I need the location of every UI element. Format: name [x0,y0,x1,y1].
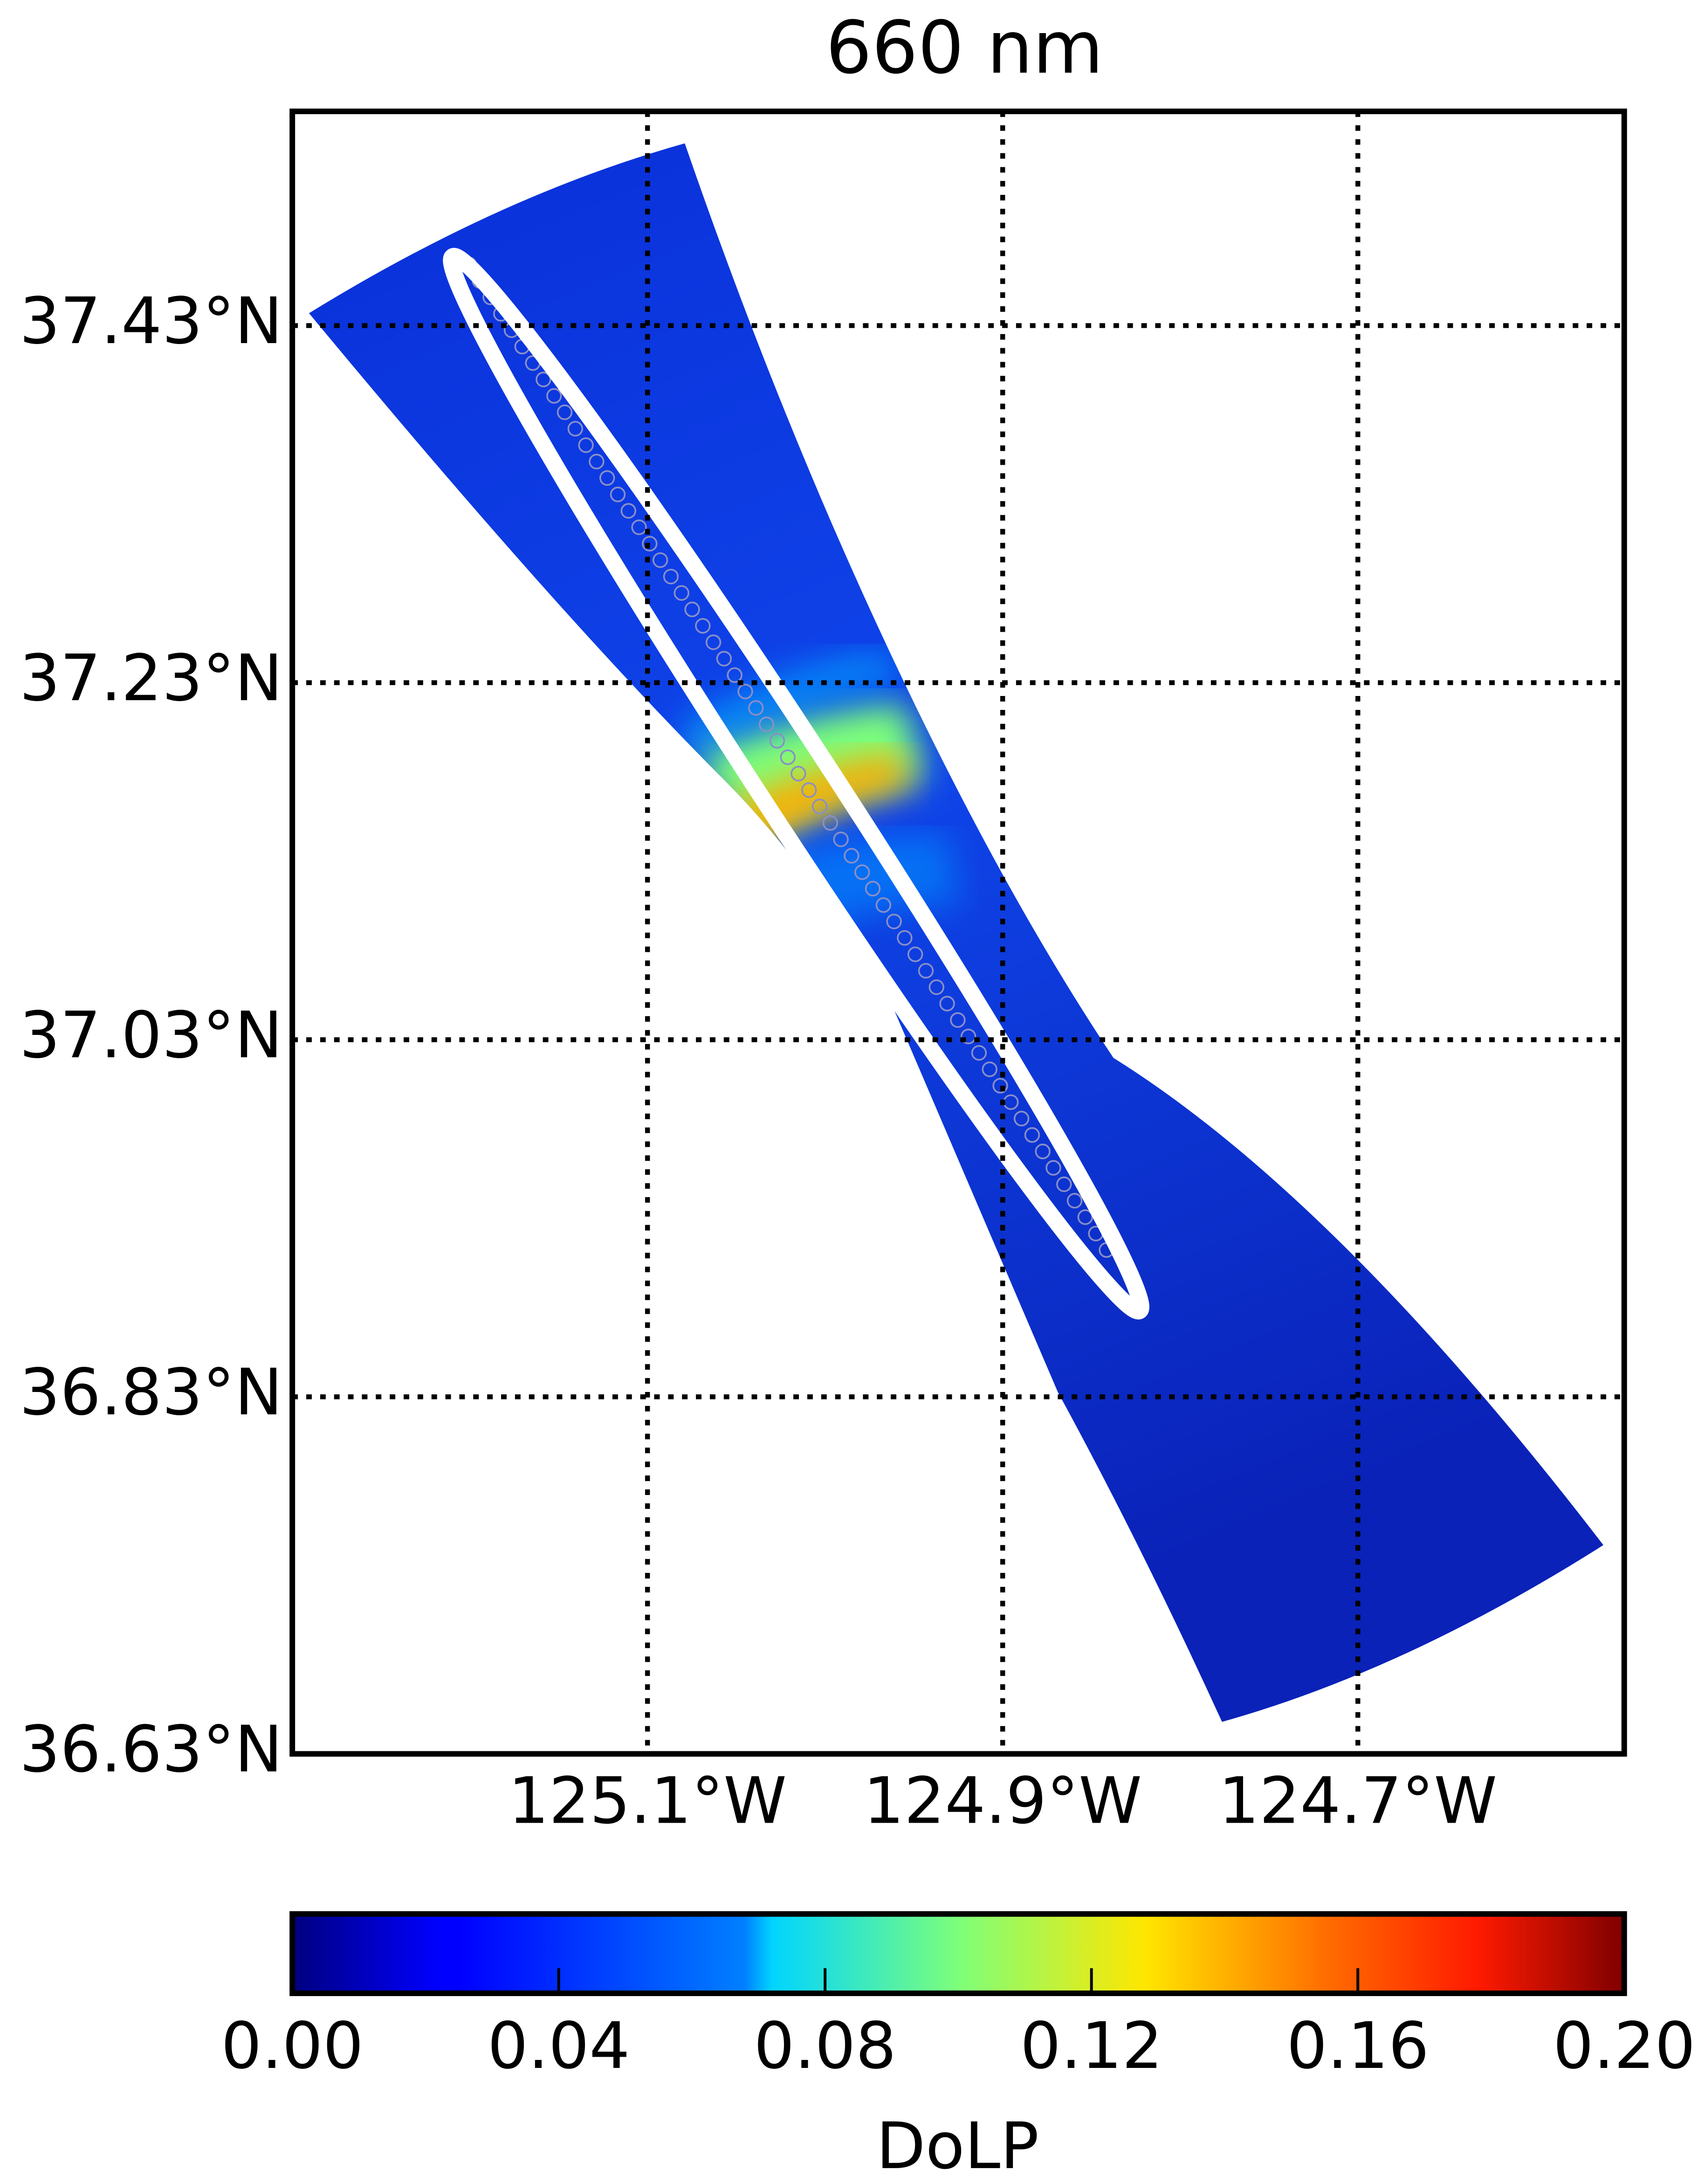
dolp-swath [278,125,1628,1740]
chart: 660 nm DoLP 36.63°N 36.83°N 37.03°N 37.23°N… [0,0,1705,2184]
swath-field [278,125,1628,1740]
colorbar-tick-label: 0.16 [1286,2009,1429,2083]
y-tick-label: 37.43°N [20,284,283,358]
colorbar-label: DoLP [876,2109,1039,2184]
chart-title: 660 nm [826,6,1103,90]
x-tick-label: 124.7°W [1218,1764,1497,1838]
y-tick-label: 37.03°N [20,999,283,1073]
x-tick-label: 125.1°W [508,1764,787,1838]
colorbar-tick-label: 0.12 [1020,2009,1163,2083]
x-tick-label: 124.9°W [863,1764,1142,1838]
colorbar [292,1914,1624,1993]
y-tick-label: 36.63°N [20,1713,283,1787]
plot-area [278,125,1628,1740]
colorbar-tick-label: 0.08 [754,2009,896,2083]
y-tick-label: 36.83°N [20,1356,283,1430]
y-tick-label: 37.23°N [20,641,283,716]
page: 660 nm DoLP 36.63°N 36.83°N 37.03°N 37.23°N… [0,0,1705,2184]
colorbar-tick-label: 0.04 [488,2009,630,2083]
colorbar-tick-label: 0.20 [1553,2009,1696,2083]
colorbar-tick-label: 0.00 [221,2009,364,2083]
